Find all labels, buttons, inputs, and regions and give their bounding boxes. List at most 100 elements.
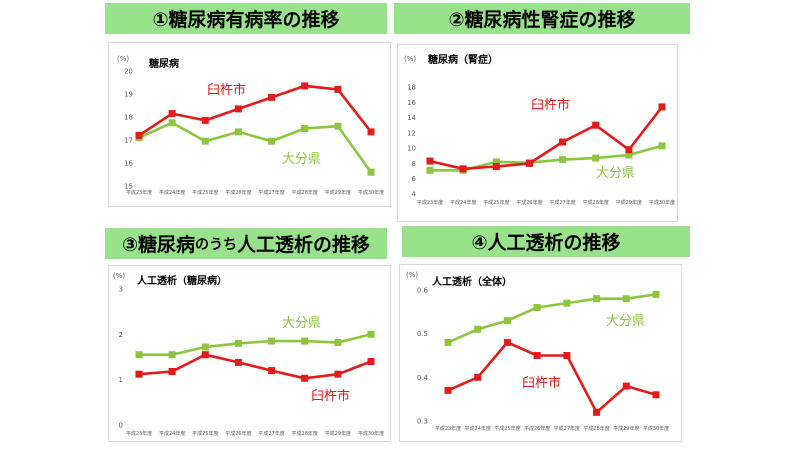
chart-unit: (%) bbox=[117, 55, 129, 63]
series-label-pref: 大分県 bbox=[596, 166, 635, 181]
x-tick-label: 平成28年度 bbox=[583, 199, 609, 206]
series-label-city: 臼杵市 bbox=[522, 375, 561, 391]
data-point-city bbox=[334, 85, 342, 93]
x-tick-label: 平成23年度 bbox=[435, 425, 461, 432]
y-tick-label: 12 bbox=[407, 129, 416, 137]
data-point-city bbox=[492, 163, 500, 170]
x-tick-label: 平成27年度 bbox=[549, 199, 575, 206]
y-tick-label: 3 bbox=[119, 286, 123, 294]
data-point-city bbox=[459, 165, 467, 173]
y-tick-label: 0.6 bbox=[417, 287, 429, 295]
header-diabetes-dialysis-text-c: 人工透析の推移 bbox=[237, 234, 371, 256]
data-point-pref bbox=[367, 330, 375, 338]
data-point-city bbox=[652, 391, 660, 399]
x-tick-label: 平成28年度 bbox=[292, 189, 318, 196]
series-label-pref: 大分県 bbox=[282, 152, 321, 167]
data-point-pref bbox=[492, 158, 500, 166]
y-tick-label: 1 bbox=[119, 376, 123, 384]
x-tick-label: 平成28年度 bbox=[292, 430, 318, 437]
data-point-city bbox=[474, 373, 482, 381]
data-point-pref bbox=[426, 166, 434, 174]
data-point-pref bbox=[563, 299, 571, 307]
y-tick-label: 0.3 bbox=[417, 418, 428, 426]
chart-panel-dialysis-overall: 人工透析（全体） (%) 0.3 0.4 0.5 0.6 平成23年度 平成24年度 平成2… bbox=[399, 264, 682, 442]
data-point-pref bbox=[593, 295, 601, 303]
data-point-pref bbox=[234, 128, 242, 136]
series-line-city bbox=[429, 106, 664, 171]
y-tick-label: 4 bbox=[412, 191, 417, 199]
x-tick-label: 平成30年度 bbox=[643, 425, 669, 432]
x-tick-label: 平成29年度 bbox=[613, 425, 639, 432]
y-tick-label: 6 bbox=[412, 175, 417, 183]
data-point-city bbox=[135, 370, 143, 378]
chart-title: 人工透析（糖尿病） bbox=[137, 274, 227, 287]
data-point-pref bbox=[622, 295, 630, 303]
x-tick-label: 平成23年度 bbox=[126, 189, 152, 196]
x-tick-label: 平成23年度 bbox=[417, 199, 443, 206]
series-label-city: 臼杵市 bbox=[207, 82, 246, 98]
x-tick-label: 平成24年度 bbox=[465, 425, 491, 432]
series-line-city bbox=[447, 341, 657, 414]
data-point-pref bbox=[592, 154, 600, 162]
data-point-pref bbox=[168, 351, 176, 359]
data-point-city bbox=[268, 367, 276, 375]
x-tick-label: 平成26年度 bbox=[225, 430, 251, 437]
series-line-city bbox=[138, 353, 372, 380]
data-point-pref bbox=[474, 325, 482, 333]
x-tick-label: 平成25年度 bbox=[494, 425, 520, 432]
header-dialysis-overall-text: ④人工透析の推移 bbox=[471, 232, 621, 254]
x-tick-label: 平成24年度 bbox=[159, 430, 185, 437]
x-tick-label: 平成30年度 bbox=[358, 430, 384, 437]
chart-unit: (%) bbox=[113, 272, 125, 280]
y-tick-label: 8 bbox=[412, 160, 416, 168]
data-point-city bbox=[658, 103, 666, 111]
y-tick-label: 10 bbox=[407, 145, 416, 153]
data-point-city bbox=[444, 386, 452, 394]
series-line-pref bbox=[138, 121, 373, 173]
header-diabetes-dialysis: ③糖尿病 のうち 人工透析の推移 bbox=[105, 228, 387, 259]
x-tick-label: 平成29年度 bbox=[325, 430, 351, 437]
series-label-city: 臼杵市 bbox=[531, 97, 570, 113]
y-tick-label: 0 bbox=[119, 422, 123, 430]
x-tick-label: 平成30年度 bbox=[358, 189, 384, 196]
y-tick-label: 20 bbox=[124, 68, 133, 76]
x-tick-label: 平成24年度 bbox=[159, 189, 185, 196]
x-tick-label: 平成30年度 bbox=[649, 199, 675, 206]
data-point-pref bbox=[503, 317, 511, 325]
y-tick-label: 15 bbox=[124, 183, 133, 191]
y-tick-label: 18 bbox=[407, 84, 416, 92]
data-point-pref bbox=[201, 137, 209, 145]
x-tick-label: 平成28年度 bbox=[583, 425, 609, 432]
data-point-city bbox=[592, 121, 600, 129]
data-point-city bbox=[533, 352, 541, 359]
y-tick-label: 0.4 bbox=[417, 374, 429, 382]
data-point-pref bbox=[367, 168, 375, 176]
y-tick-label: 16 bbox=[407, 99, 416, 107]
x-tick-label: 平成25年度 bbox=[483, 199, 509, 206]
x-tick-label: 平成26年度 bbox=[516, 199, 542, 206]
data-point-city bbox=[301, 374, 309, 382]
x-tick-label: 平成26年度 bbox=[225, 189, 251, 196]
data-point-pref bbox=[334, 339, 342, 346]
series-line-city bbox=[138, 84, 373, 137]
data-point-city bbox=[334, 370, 342, 378]
header-diabetes-dialysis-text-a: ③糖尿病 bbox=[121, 234, 196, 256]
y-tick-label: 14 bbox=[407, 114, 416, 122]
data-point-city bbox=[234, 358, 242, 366]
data-point-pref bbox=[334, 122, 342, 130]
header-dialysis-overall: ④人工透析の推移 bbox=[402, 226, 690, 257]
data-point-pref bbox=[533, 304, 541, 311]
data-point-pref bbox=[135, 351, 143, 359]
data-point-city bbox=[135, 131, 143, 139]
series-label-pref: 大分県 bbox=[282, 316, 321, 331]
chart-diabetes-dialysis: 人工透析（糖尿病） (%) 0 1 2 3 平成23年度 平成24年度 平成25年度 平成26… bbox=[113, 272, 384, 437]
x-tick-label: 平成29年度 bbox=[616, 199, 642, 206]
data-point-pref bbox=[268, 137, 276, 145]
x-tick-label: 平成23年度 bbox=[126, 430, 152, 437]
data-point-city bbox=[234, 105, 242, 113]
x-tick-label: 平成29年度 bbox=[325, 189, 351, 196]
